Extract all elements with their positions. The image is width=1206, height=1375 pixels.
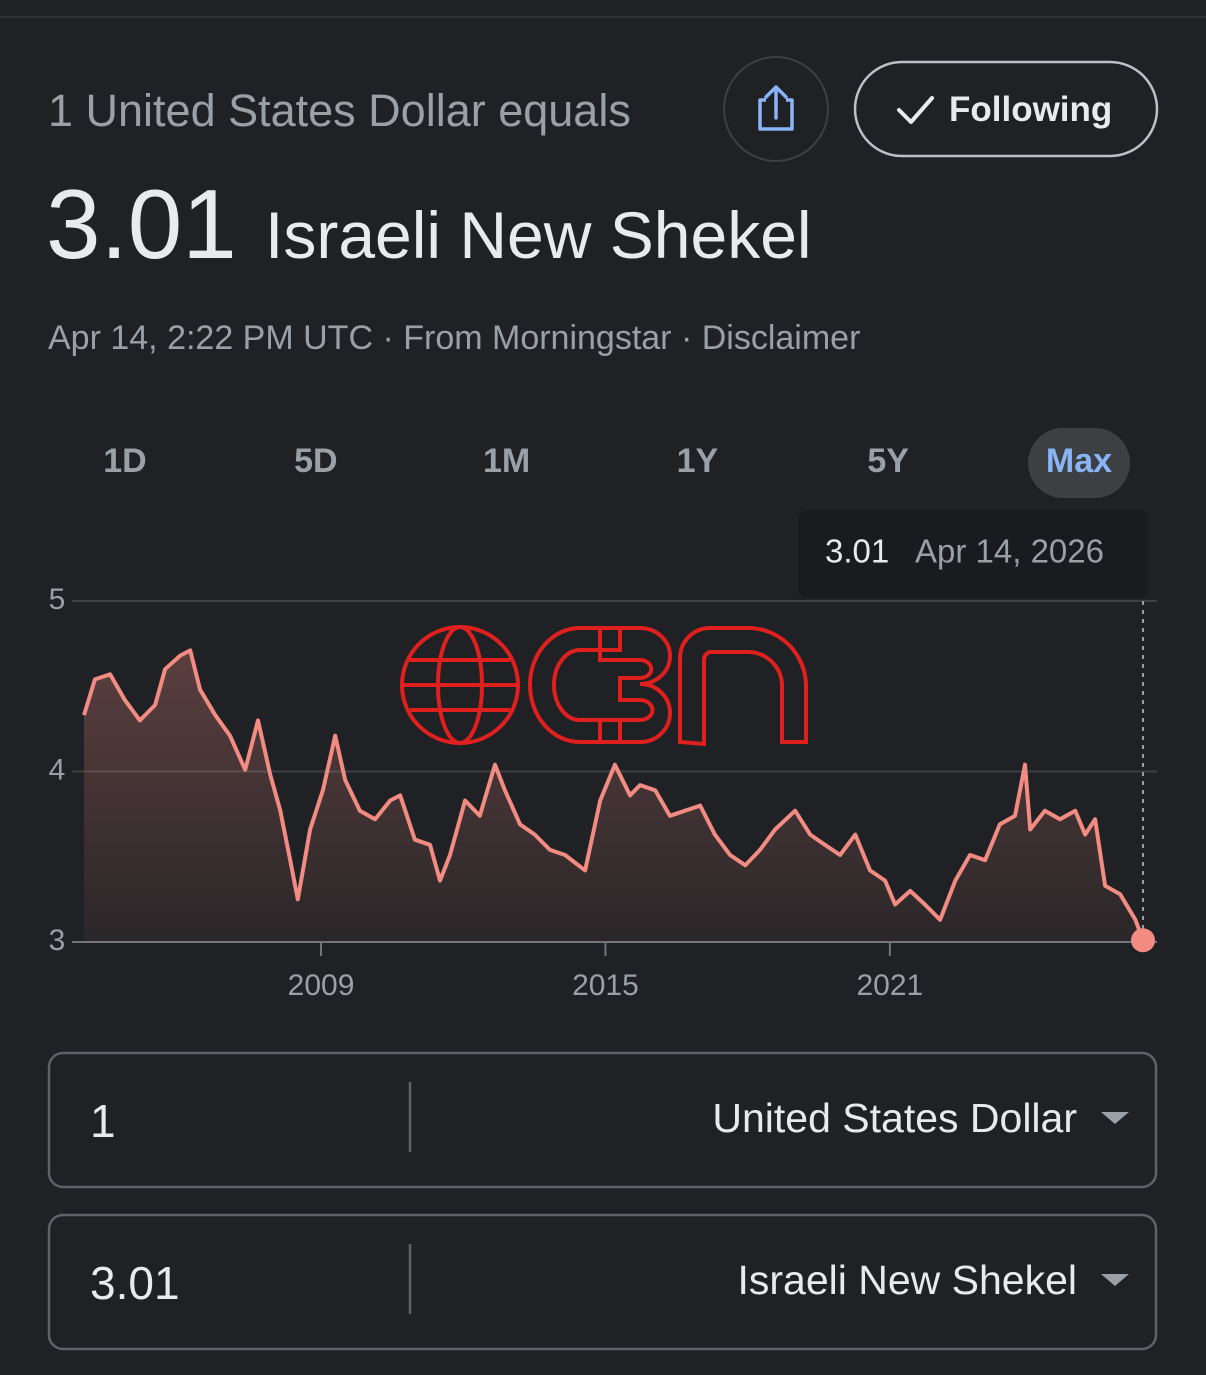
- currency-select[interactable]: United States Dollar: [712, 1095, 1077, 1141]
- range-tab[interactable]: 1M: [483, 442, 530, 480]
- tab-label[interactable]: 1M: [483, 442, 530, 480]
- tab-label[interactable]: 5D: [294, 442, 337, 480]
- range-tab[interactable]: 5Y: [867, 442, 909, 480]
- tooltip: 3.01 Apr 14, 2026: [798, 510, 1148, 598]
- equals-label: 1 United States Dollar equals: [48, 85, 631, 136]
- range-tab[interactable]: 5D: [294, 442, 337, 480]
- x-tick-label: 2021: [856, 969, 923, 1002]
- chart: 3 4 5 2009 2015 2021 3.01 Apr 14, 2026: [49, 510, 1157, 1002]
- amount-input[interactable]: 3.01: [90, 1257, 180, 1309]
- end-point: [1131, 928, 1155, 953]
- tab-label[interactable]: Max: [1046, 442, 1112, 480]
- currency-select[interactable]: Israeli New Shekel: [737, 1257, 1077, 1303]
- range-tab[interactable]: Max: [1028, 428, 1130, 498]
- rate-value: 3.01: [46, 169, 237, 279]
- follow-label: Following: [949, 90, 1112, 129]
- x-tick-label: 2015: [572, 969, 639, 1002]
- range-tabs: 1D 5D 1M 1Y 5Y Max: [103, 428, 1130, 498]
- tab-label[interactable]: 1D: [103, 442, 146, 480]
- tab-label[interactable]: 1Y: [677, 442, 719, 480]
- converter-to[interactable]: 3.01 Israeli New Shekel: [47, 1213, 1158, 1351]
- y-tick-label: 5: [49, 583, 66, 616]
- tooltip-box: [798, 510, 1148, 598]
- y-tick-label: 4: [49, 753, 66, 786]
- meta-line: Apr 14, 2:22 PM UTC · From Morningstar ·…: [48, 319, 860, 357]
- share-button[interactable]: [723, 56, 829, 162]
- line: [82, 648, 1145, 941]
- range-tab[interactable]: 1Y: [677, 442, 719, 480]
- follow-button[interactable]: Following: [853, 60, 1159, 158]
- area: [84, 650, 1143, 942]
- converter-from[interactable]: 1 United States Dollar: [47, 1051, 1158, 1189]
- watermark-logo: [400, 625, 808, 747]
- tooltip-value: 3.01: [825, 533, 889, 570]
- tab-label[interactable]: 5Y: [867, 442, 909, 480]
- amount-input[interactable]: 1: [90, 1095, 116, 1147]
- range-tab[interactable]: 1D: [103, 442, 146, 480]
- tab-highlight: [1028, 428, 1130, 498]
- y-tick-label: 3: [49, 924, 66, 957]
- rate-currency: Israeli New Shekel: [265, 198, 812, 272]
- x-tick-label: 2009: [288, 969, 355, 1002]
- tooltip-date: Apr 14, 2026: [915, 533, 1104, 570]
